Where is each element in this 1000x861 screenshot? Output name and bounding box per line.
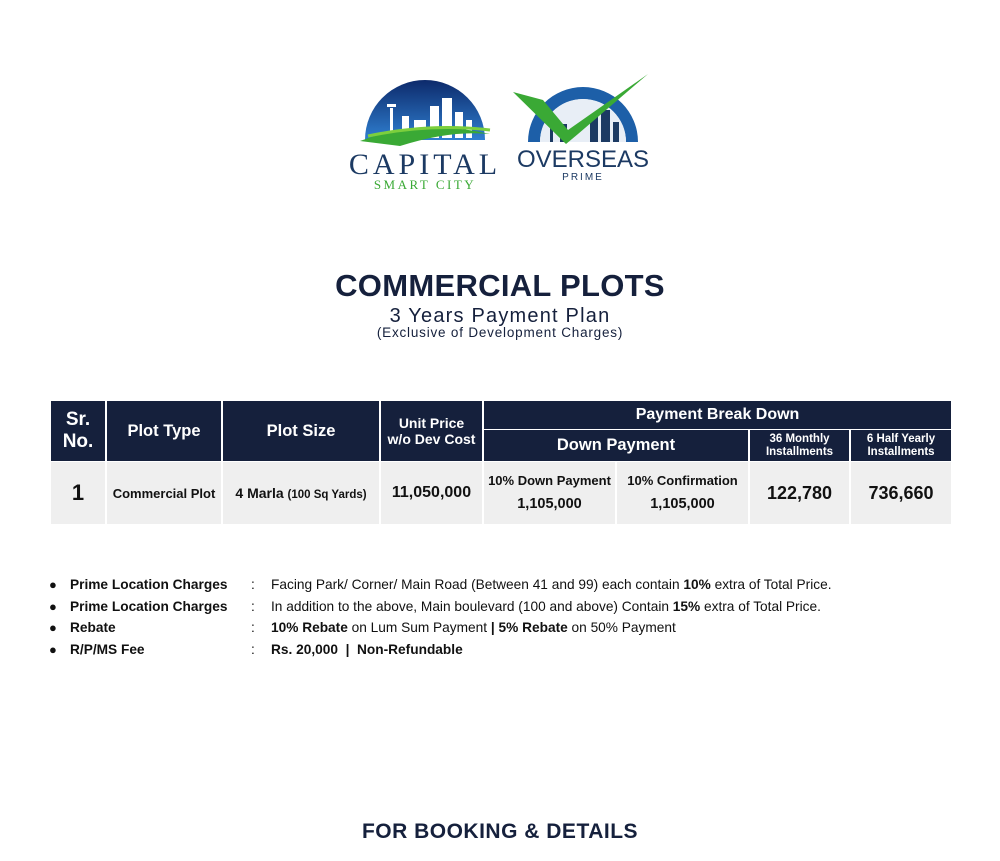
- note-bold-part: 15%: [672, 598, 701, 614]
- note-text: In addition to the above, Main boulevard…: [271, 599, 821, 614]
- header-down-payment: Down Payment: [484, 430, 748, 461]
- confirmation-amount: 1,105,000: [650, 495, 715, 512]
- note-label: R/P/MS Fee: [70, 641, 145, 657]
- header-unit-price-line2: w/o Dev Cost: [387, 431, 476, 447]
- capital-logo-line1: CAPITAL: [349, 148, 501, 181]
- bullet-icon: ●: [49, 598, 57, 614]
- note-colon: :: [251, 598, 255, 614]
- header-half-yearly-line2: Installments: [867, 445, 935, 458]
- header-plot-size: Plot Size: [223, 401, 379, 461]
- note-text-part: extra of Total Price.: [700, 598, 821, 614]
- overseas-logo-line1: OVERSEAS: [517, 146, 649, 173]
- header-unit-price: Unit Price w/o Dev Cost: [381, 401, 482, 461]
- note-text: 10% Rebate on Lum Sum Payment | 5% Rebat…: [271, 620, 676, 635]
- list-item: ● R/P/MS Fee : Rs. 20,000 | Non-Refundab…: [49, 642, 949, 664]
- header-payment-breakdown: Payment Break Down: [484, 401, 952, 430]
- overseas-logo-line2: PRIME: [562, 172, 604, 183]
- note-colon: :: [251, 620, 255, 635]
- cell-sr-no: 1: [51, 462, 105, 524]
- cell-confirmation: 10% Confirmation 1,105,000: [617, 462, 748, 524]
- bullet-icon: ●: [49, 641, 57, 657]
- plot-size-value: 4 Marla: [235, 485, 284, 501]
- cell-half-yearly-installment: 736,660: [851, 462, 952, 524]
- confirmation-label: 10% Confirmation: [627, 472, 738, 488]
- down-payment-label: 10% Down Payment: [488, 472, 611, 488]
- note-bold-part: 10% Rebate: [271, 620, 348, 635]
- bullet-icon: ●: [49, 620, 57, 635]
- note-colon: :: [251, 641, 255, 657]
- note-text-part: In addition to the above, Main boulevard…: [271, 598, 673, 614]
- note-colon: :: [251, 577, 255, 592]
- header-monthly-installments: 36 Monthly Installments: [750, 430, 849, 461]
- note-text-part: on 50% Payment: [567, 620, 676, 635]
- cell-plot-size: 4 Marla (100 Sq Yards): [223, 462, 379, 524]
- header-half-yearly-installments: 6 Half Yearly Installments: [851, 430, 952, 461]
- note-text-part: extra of Total Price.: [710, 577, 832, 592]
- list-item: ● Rebate : 10% Rebate on Lum Sum Payment…: [49, 620, 949, 642]
- note-text: Rs. 20,000 | Non-Refundable: [271, 641, 463, 657]
- exclusion-note: (Exclusive of Development Charges): [376, 325, 624, 340]
- list-item: ● Prime Location Charges : Facing Park/ …: [49, 577, 949, 599]
- capital-logo-line2: SMART CITY: [374, 177, 476, 192]
- header-half-yearly-line1: 6 Half Yearly: [866, 432, 936, 445]
- plot-size-note: (100 Sq Yards): [287, 489, 367, 501]
- table-row: 1 Commercial Plot 4 Marla (100 Sq Yards)…: [51, 462, 952, 524]
- terms-list: ● Prime Location Charges : Facing Park/ …: [49, 577, 949, 663]
- cell-monthly-installment: 122,780: [750, 462, 849, 524]
- overseas-prime-logo: OVERSEAS PRIME: [508, 72, 658, 190]
- payment-plan-title: 3 Years Payment Plan: [389, 305, 611, 327]
- payment-plan-table: Sr. No. Plot Type Plot Size Unit Price w…: [49, 400, 953, 525]
- header-sr-no: Sr. No.: [51, 401, 105, 461]
- cell-plot-type: Commercial Plot: [107, 462, 221, 524]
- booking-heading: FOR BOOKING & DETAILS: [361, 820, 639, 843]
- note-label: Prime Location Charges: [70, 598, 228, 614]
- page-title: COMMERCIAL PLOTS: [335, 268, 665, 303]
- note-bold-part: | 5% Rebate: [490, 620, 568, 635]
- header-monthly-line2: Installments: [765, 445, 834, 458]
- note-label: Rebate: [70, 620, 116, 635]
- header-sr-line2: No.: [62, 431, 94, 452]
- header-monthly-line1: 36 Monthly: [769, 432, 830, 445]
- bullet-icon: ●: [49, 577, 57, 592]
- note-label: Prime Location Charges: [70, 577, 228, 592]
- note-text-part: Facing Park/ Corner/ Main Road (Between …: [271, 577, 684, 592]
- header-sr-line1: Sr.: [65, 409, 91, 431]
- header-unit-price-line1: Unit Price: [398, 414, 465, 431]
- cell-unit-price: 11,050,000: [381, 462, 482, 524]
- list-item: ● Prime Location Charges : In addition t…: [49, 599, 949, 621]
- note-text: Facing Park/ Corner/ Main Road (Between …: [271, 577, 832, 592]
- capital-smart-city-logo: CAPITAL SMART CITY: [340, 78, 510, 193]
- note-text-part: on Lum Sum Payment: [347, 620, 491, 635]
- cell-down-payment: 10% Down Payment 1,105,000: [484, 462, 615, 524]
- note-bold-part: 10%: [683, 577, 711, 592]
- down-payment-amount: 1,105,000: [517, 495, 582, 512]
- header-plot-type: Plot Type: [107, 401, 221, 461]
